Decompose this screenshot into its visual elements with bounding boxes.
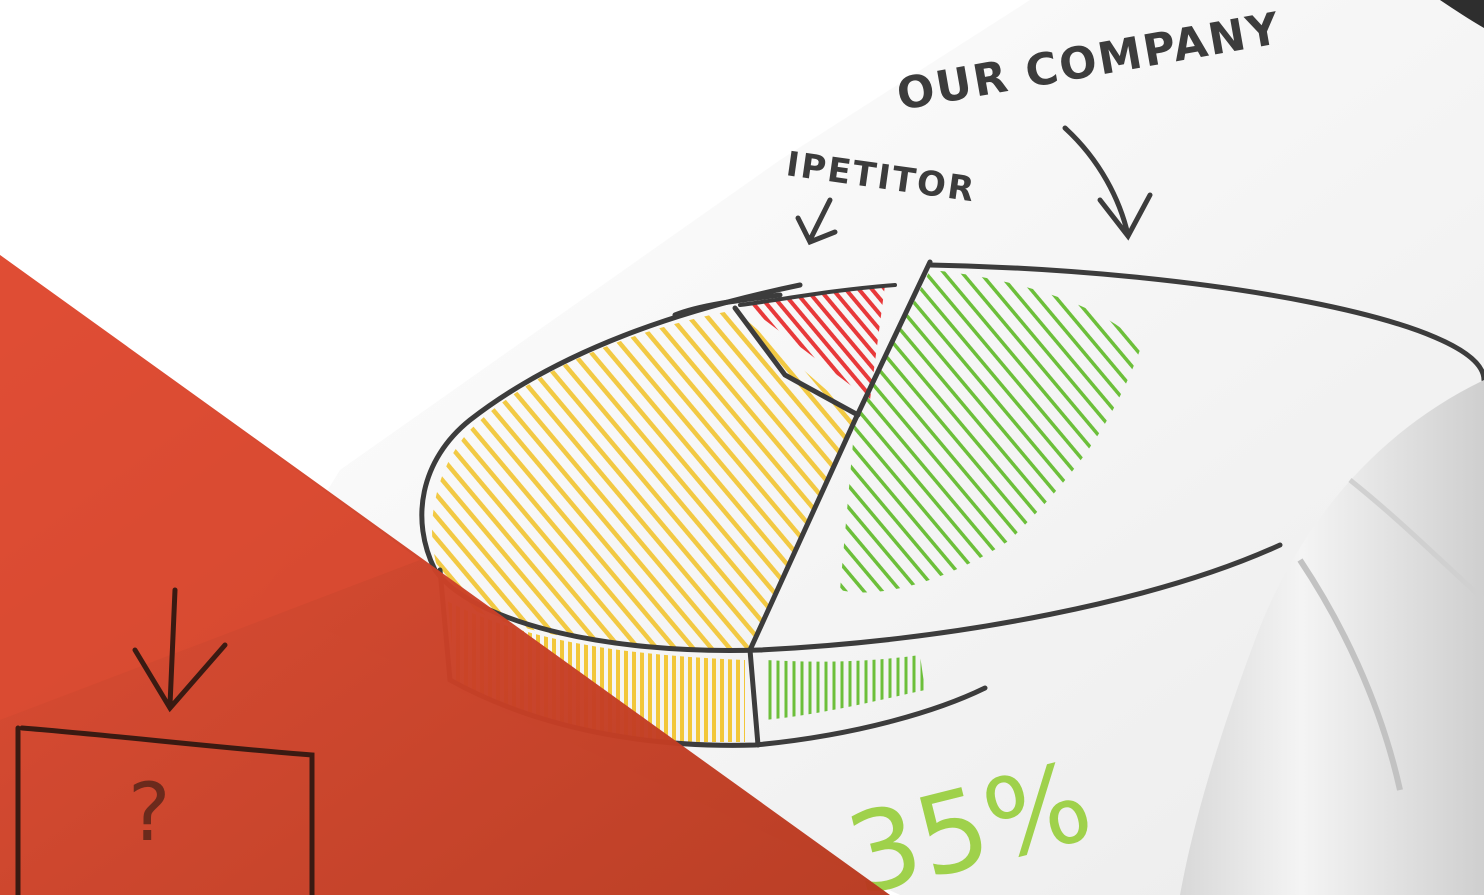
arrow-competitor-icon xyxy=(795,197,838,246)
red-overlay xyxy=(0,255,890,895)
question-box-sketch: ? xyxy=(15,587,315,895)
arrow-company-icon xyxy=(1062,125,1153,241)
divider-competitor xyxy=(732,305,861,418)
arrows xyxy=(795,125,1153,246)
green-side-band xyxy=(765,655,925,720)
yellow-slice xyxy=(432,310,855,650)
red-overlay-light xyxy=(0,255,420,720)
arrow-down-icon xyxy=(132,587,228,713)
green-slice xyxy=(840,270,1140,593)
shirt-sleeve xyxy=(1180,380,1484,895)
corner-dark xyxy=(1440,0,1484,28)
question-box-outline xyxy=(15,725,315,895)
red-slice xyxy=(745,285,885,400)
question-mark: ? xyxy=(128,766,170,859)
divider-main xyxy=(747,259,933,748)
